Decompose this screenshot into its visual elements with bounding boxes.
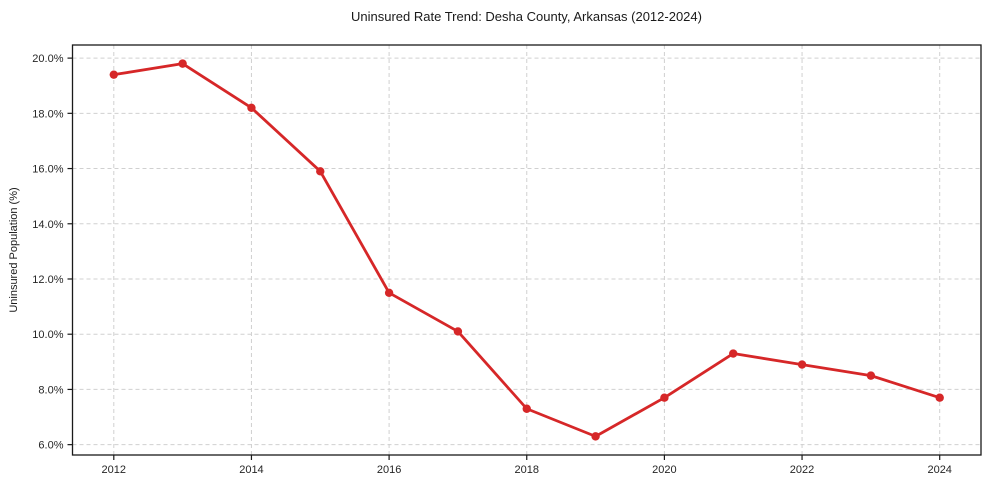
x-tick-label: 2024 [927,464,951,476]
x-tick-label: 2016 [377,464,401,476]
data-point [109,70,118,79]
data-point [522,404,531,413]
data-point [178,59,187,68]
data-point [453,327,463,336]
data-point [316,167,325,176]
data-point [866,371,876,380]
data-point [591,432,600,441]
chart-title: Uninsured Rate Trend: Desha County, Arka… [351,9,702,24]
y-tick-label: 6.0% [38,440,63,452]
x-tick-label: 2018 [515,464,539,476]
y-tick-label: 20.0% [32,53,63,65]
y-tick-label: 16.0% [32,164,63,176]
y-tick-label: 8.0% [38,384,63,396]
x-tick-label: 2022 [790,464,814,476]
y-tick-label: 18.0% [32,108,63,120]
x-tick-label: 2012 [102,464,126,476]
data-point [797,360,807,369]
data-point [247,103,256,113]
data-point [660,393,669,402]
data-point [935,393,944,402]
y-tick-label: 10.0% [32,329,63,341]
x-tick-label: 2020 [652,464,676,476]
data-point [729,349,738,358]
y-tick-label: 14.0% [32,219,63,231]
data-point [384,288,394,297]
x-tick-label: 2014 [239,464,263,476]
y-tick-label: 12.0% [32,274,63,286]
